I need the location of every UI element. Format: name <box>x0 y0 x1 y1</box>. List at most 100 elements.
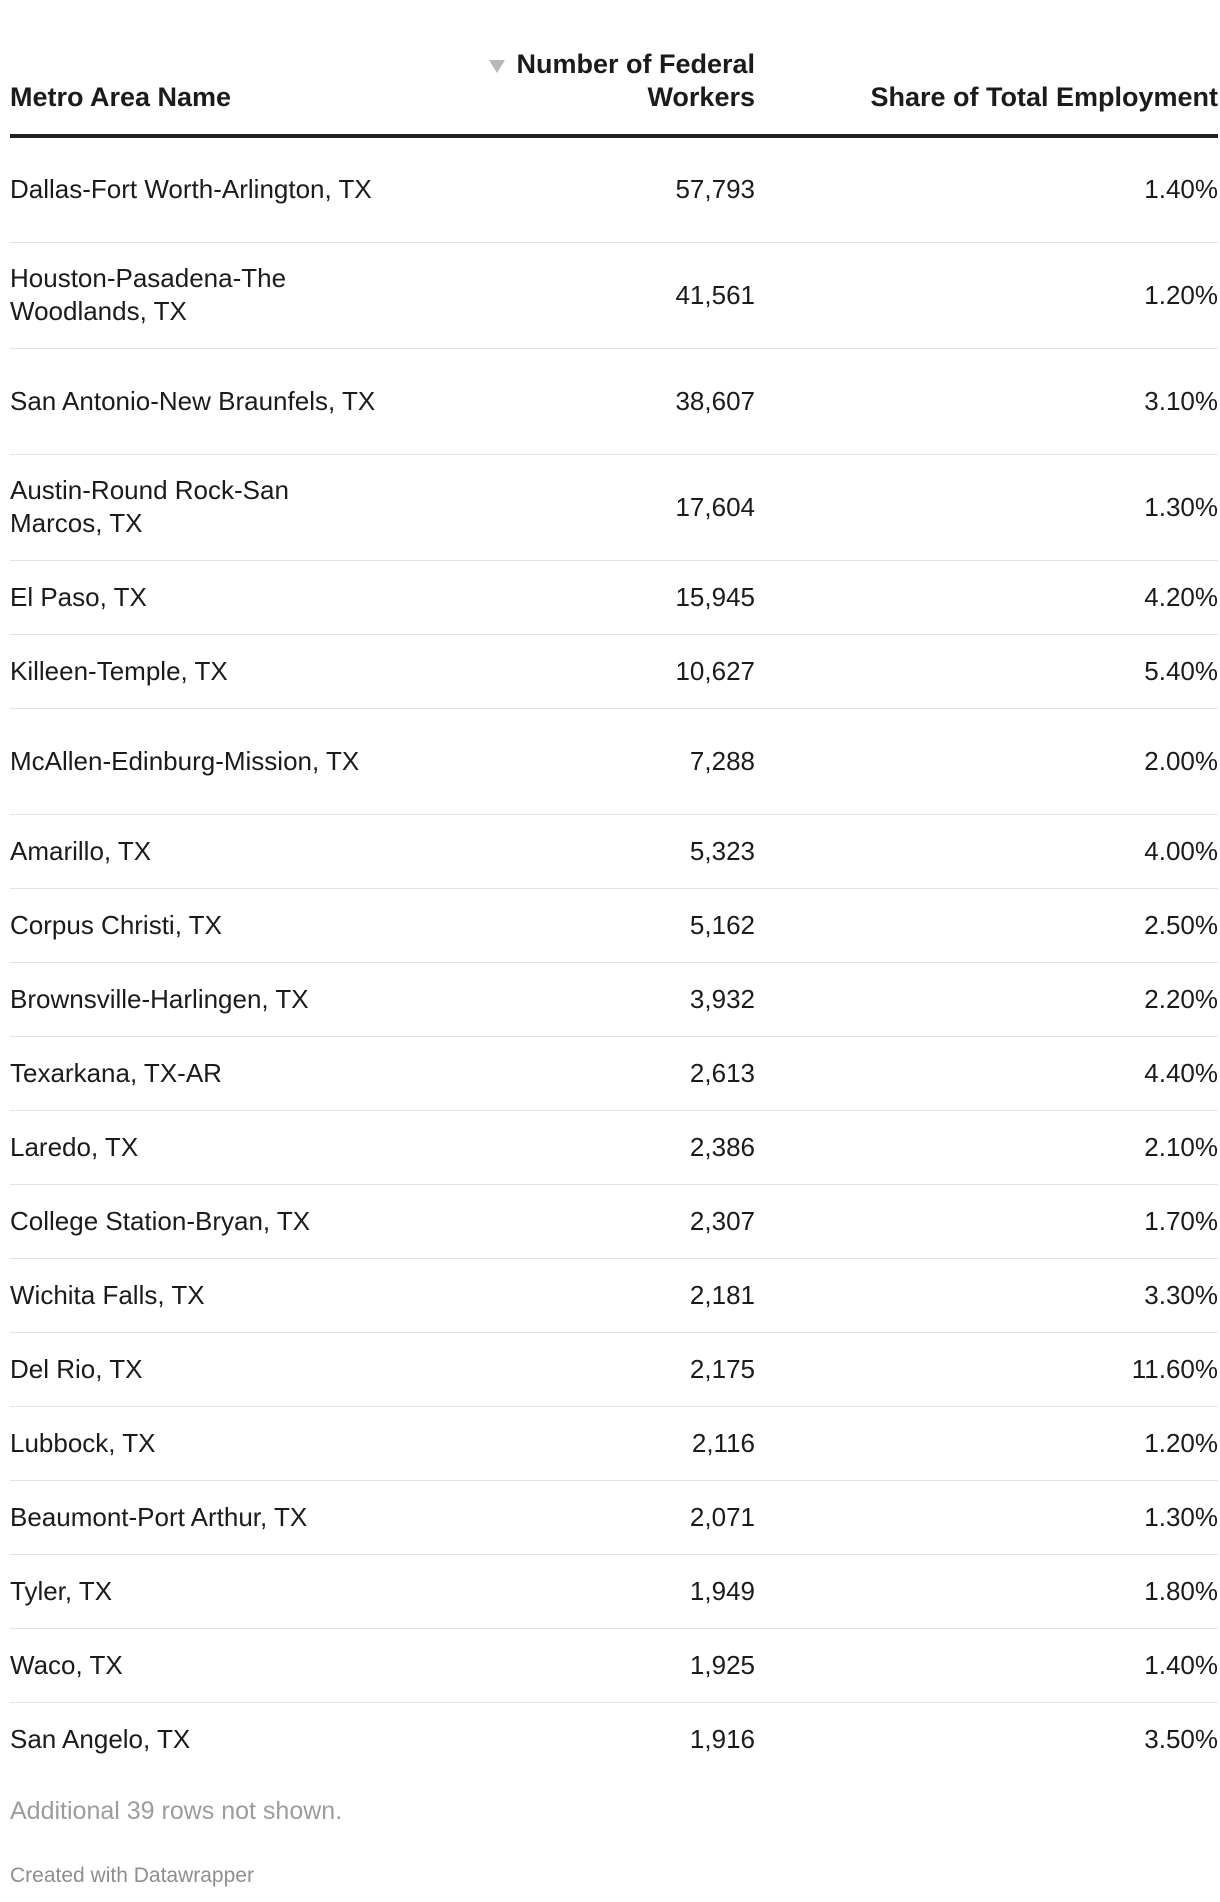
federal-workers-table: Metro Area Name Number of Federal Worker… <box>10 0 1218 1776</box>
header-row: Metro Area Name Number of Federal Worker… <box>10 0 1218 138</box>
metro-area-name-text: Corpus Christi, TX <box>10 909 222 940</box>
column-header-content: Number of Federal Workers <box>489 48 755 114</box>
column-header-label: Number of Federal Workers <box>516 49 755 112</box>
column-header-label: Metro Area Name <box>10 82 232 112</box>
table-row: Brownsville-Harlingen, TX 3,932 2.20% <box>10 962 1218 1037</box>
cell-share-of-employment: 4.40% <box>755 1036 1218 1111</box>
cell-metro-area-name: Austin-Round Rock-San Marcos, TX <box>10 454 417 561</box>
cell-metro-area-name: Amarillo, TX <box>10 814 417 889</box>
cell-federal-workers: 10,627 <box>417 634 755 709</box>
table-row: McAllen-Edinburg-Mission, TX 7,288 2.00% <box>10 708 1218 815</box>
table-row: Lubbock, TX 2,116 1.20% <box>10 1406 1218 1481</box>
cell-federal-workers: 57,793 <box>417 136 755 243</box>
datawrapper-credit[interactable]: Created with Datawrapper <box>10 1864 254 1887</box>
cell-federal-workers: 3,932 <box>417 962 755 1037</box>
cell-metro-area-name: Dallas-Fort Worth-Arlington, TX <box>10 136 417 243</box>
cell-metro-area-name: Waco, TX <box>10 1628 417 1703</box>
cell-share-of-employment: 2.00% <box>755 708 1218 815</box>
cell-share-of-employment: 1.40% <box>755 136 1218 243</box>
table-row: Killeen-Temple, TX 10,627 5.40% <box>10 634 1218 709</box>
cell-share-of-employment: 2.20% <box>755 962 1218 1037</box>
cell-federal-workers: 7,288 <box>417 708 755 815</box>
table-row: San Antonio-New Braunfels, TX 38,607 3.10% <box>10 348 1218 455</box>
cell-metro-area-name: Del Rio, TX <box>10 1332 417 1407</box>
table-row: Waco, TX 1,925 1.40% <box>10 1628 1218 1703</box>
cell-share-of-employment: 1.20% <box>755 242 1218 349</box>
metro-area-name-text: Houston-Pasadena-The Woodlands, TX <box>10 263 287 326</box>
cell-federal-workers: 17,604 <box>417 454 755 561</box>
table-row: Austin-Round Rock-San Marcos, TX 17,604 1.… <box>10 454 1218 561</box>
table-body: Dallas-Fort Worth-Arlington, TX 57,793 1.4… <box>10 136 1218 1776</box>
cell-metro-area-name: Lubbock, TX <box>10 1406 417 1481</box>
cell-share-of-employment: 1.80% <box>755 1554 1218 1629</box>
cell-metro-area-name: McAllen-Edinburg-Mission, TX <box>10 708 417 815</box>
table-row: Tyler, TX 1,949 1.80% <box>10 1554 1218 1629</box>
metro-area-name-text: Del Rio, TX <box>10 1353 143 1384</box>
table-row: College Station-Bryan, TX 2,307 1.70% <box>10 1184 1218 1259</box>
cell-metro-area-name: Beaumont-Port Arthur, TX <box>10 1480 417 1555</box>
metro-area-name-text: McAllen-Edinburg-Mission, TX <box>10 745 360 776</box>
cell-federal-workers: 5,162 <box>417 888 755 963</box>
cell-metro-area-name: Brownsville-Harlingen, TX <box>10 962 417 1037</box>
cell-federal-workers: 1,916 <box>689 1723 755 1754</box>
table-row: Beaumont-Port Arthur, TX 2,071 1.30% <box>10 1480 1218 1555</box>
metro-area-name-text: Tyler, TX <box>10 1575 113 1606</box>
table-row: Houston-Pasadena-The Woodlands, TX 41,561… <box>10 242 1218 349</box>
cell-share-of-employment: 1.30% <box>755 454 1218 561</box>
cell-metro-area-name: San Angelo, TX <box>10 1702 417 1776</box>
metro-area-name-text: Amarillo, TX <box>10 835 152 866</box>
cell-share-of-employment: 4.00% <box>755 814 1218 889</box>
cell-share-of-employment: 5.40% <box>755 634 1218 709</box>
cell-federal-workers: 2,307 <box>417 1184 755 1259</box>
sort-descending-icon <box>489 60 505 73</box>
metro-area-name-text: College Station-Bryan, TX <box>10 1205 311 1236</box>
cell-metro-area-name: Houston-Pasadena-The Woodlands, TX <box>10 242 417 349</box>
table-row: Wichita Falls, TX 2,181 3.30% <box>10 1258 1218 1333</box>
cell-federal-workers: 2,386 <box>417 1110 755 1185</box>
table-row: Texarkana, TX-AR 2,613 4.40% <box>10 1036 1218 1111</box>
cell-share-of-employment: 11.60% <box>755 1332 1218 1407</box>
cell-federal-workers: 2,116 <box>417 1406 755 1481</box>
table-row: El Paso, TX 15,945 4.20% <box>10 560 1218 635</box>
table-row: Laredo, TX 2,386 2.10% <box>10 1110 1218 1185</box>
cell-share-of-employment: 4.20% <box>755 560 1218 635</box>
cell-share-of-employment: 1.20% <box>755 1406 1218 1481</box>
cell-metro-area-name: San Antonio-New Braunfels, TX <box>10 348 417 455</box>
cell-metro-area-name: College Station-Bryan, TX <box>10 1184 417 1259</box>
column-header-federal-workers[interactable]: Number of Federal Workers <box>417 0 755 138</box>
metro-area-name-text: Killeen-Temple, TX <box>10 655 228 686</box>
cell-share-of-employment: 3.10% <box>755 348 1218 455</box>
cell-federal-workers: 1,925 <box>417 1628 755 1703</box>
cell-federal-workers: 2,071 <box>417 1480 755 1555</box>
cell-federal-workers: 41,561 <box>417 242 755 349</box>
cell-metro-area-name: Tyler, TX <box>10 1554 417 1629</box>
cell-metro-area-name: Wichita Falls, TX <box>10 1258 417 1333</box>
cell-metro-area-name: Laredo, TX <box>10 1110 417 1185</box>
cell-federal-workers: 15,945 <box>417 560 755 635</box>
cell-metro-area-name: Corpus Christi, TX <box>10 888 417 963</box>
metro-area-name-text: Beaumont-Port Arthur, TX <box>10 1501 308 1532</box>
table-header: Metro Area Name Number of Federal Worker… <box>10 0 1218 138</box>
table-row: San Angelo, TX 1,916 3.50% <box>10 1702 1218 1776</box>
footnote-rows-not-shown: Additional 39 rows not shown. <box>10 1797 343 1825</box>
cell-share-of-employment: 2.50% <box>755 888 1218 963</box>
column-header-metro-area[interactable]: Metro Area Name <box>10 0 417 138</box>
metro-area-name-text: Dallas-Fort Worth-Arlington, TX <box>10 174 372 205</box>
table-row: Amarillo, TX 5,323 4.00% <box>10 814 1218 889</box>
cell-metro-area-name: Killeen-Temple, TX <box>10 634 417 709</box>
column-header-label: Share of Total Employment <box>870 82 1218 112</box>
metro-area-name-text: Austin-Round Rock-San Marcos, TX <box>10 475 289 538</box>
table-row: Dallas-Fort Worth-Arlington, TX 57,793 1.4… <box>10 136 1218 243</box>
metro-area-name-text: Laredo, TX <box>10 1131 139 1162</box>
metro-area-name-text: San Antonio-New Braunfels, TX <box>10 385 376 416</box>
cell-federal-workers: 38,607 <box>417 348 755 455</box>
cell-share-of-employment: 3.50% <box>1144 1723 1218 1754</box>
cell-share-of-employment: 1.70% <box>755 1184 1218 1259</box>
cell-federal-workers: 5,323 <box>417 814 755 889</box>
table-row: Del Rio, TX 2,175 11.60% <box>10 1332 1218 1407</box>
cell-share-of-employment: 3.30% <box>755 1258 1218 1333</box>
cell-share-of-employment: 1.40% <box>755 1628 1218 1703</box>
column-header-share-of-employment[interactable]: Share of Total Employment <box>755 0 1218 138</box>
table-row: Corpus Christi, TX 5,162 2.50% <box>10 888 1218 963</box>
cell-metro-area-name: Texarkana, TX-AR <box>10 1036 417 1111</box>
